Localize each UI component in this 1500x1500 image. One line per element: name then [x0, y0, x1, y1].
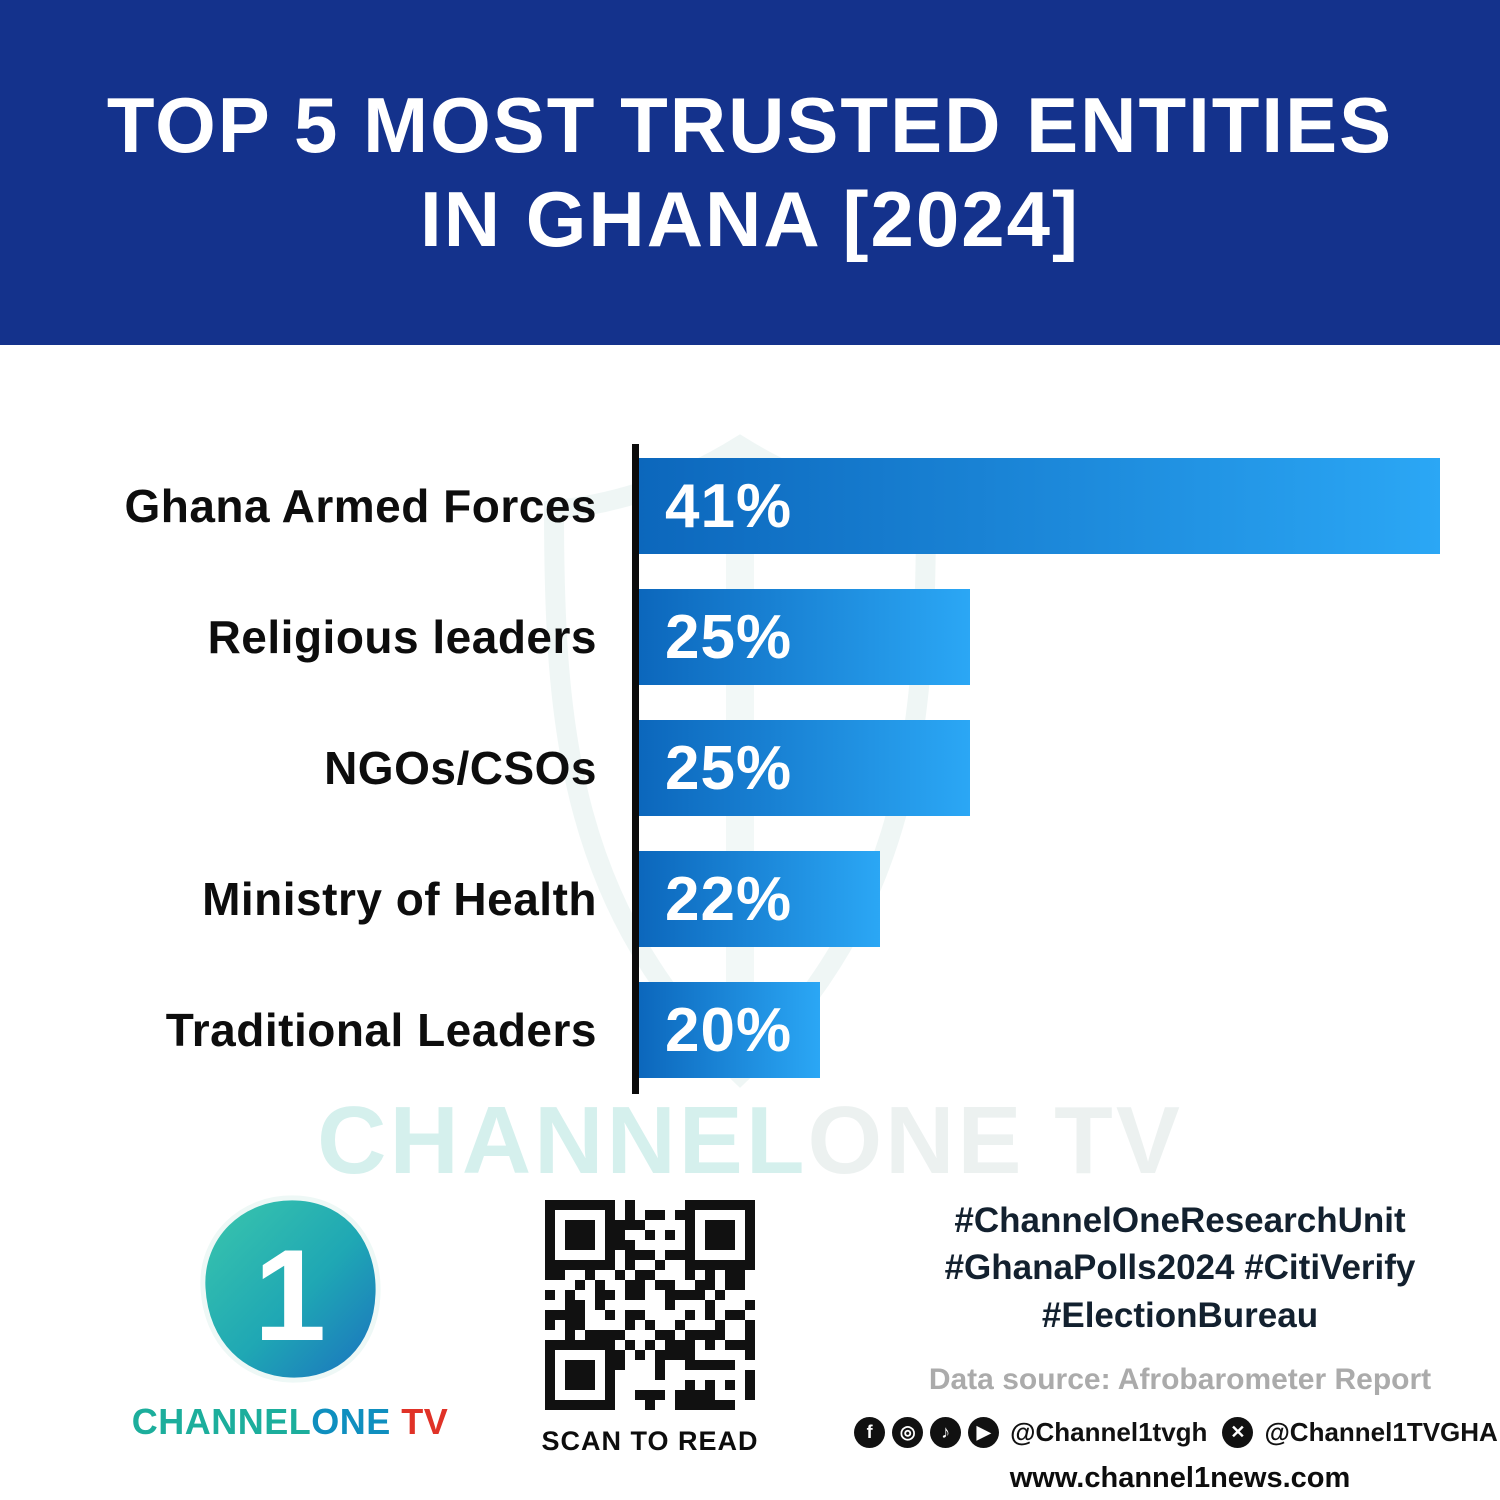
facebook-icon: f: [854, 1416, 886, 1448]
bar-area: 20%: [639, 982, 1500, 1078]
bar: 20%: [639, 982, 820, 1078]
page-title-line2: IN GHANA [2024]: [420, 174, 1080, 263]
bar-value: 20%: [665, 995, 793, 1065]
qr-block: SCAN TO READ: [533, 1200, 767, 1457]
bar-row: Ministry of Health 22%: [0, 851, 1500, 947]
header-banner: TOP 5 MOST TRUSTED ENTITIES IN GHANA [20…: [0, 0, 1500, 345]
bar: 22%: [639, 851, 881, 947]
brand-one: ONE: [311, 1401, 391, 1442]
tiktok-icon: ♪: [930, 1416, 962, 1448]
bar-value: 22%: [665, 864, 793, 934]
social-row: f ◎ ♪ ▶ @Channel1tvgh ✕ @Channel1TVGHA: [854, 1416, 1498, 1448]
watermark-teal-text: CHANNEL: [317, 1087, 808, 1194]
social-handle-x: @Channel1TVGHA: [1264, 1416, 1498, 1447]
brand-channel: CHANNEL: [131, 1401, 312, 1442]
x-icon: ✕: [1222, 1416, 1254, 1448]
bar-label: Ministry of Health: [202, 873, 597, 925]
brand-text: CHANNELONE TV: [120, 1401, 460, 1443]
social-handle-main: @Channel1tvgh: [1010, 1416, 1208, 1447]
bar-value: 41%: [665, 471, 793, 541]
watermark-gray-text: ONE TV: [807, 1087, 1183, 1194]
bar-row: Religious leaders 25%: [0, 589, 1500, 685]
bar-label: Traditional Leaders: [165, 1004, 597, 1056]
bar-area: 22%: [639, 851, 1500, 947]
bar-area: 25%: [639, 589, 1500, 685]
hashtag-line-2: #GhanaPolls2024 #CitiVerify: [944, 1248, 1416, 1288]
bar: 25%: [639, 589, 971, 685]
channel-one-logo-mark: 1: [200, 1195, 381, 1383]
data-source-note: Data source: Afrobarometer Report: [928, 1362, 1432, 1396]
bar: 25%: [639, 720, 971, 816]
bar-value: 25%: [665, 602, 793, 672]
qr-code: [545, 1200, 755, 1410]
hashtag-line-1: #ChannelOneResearchUnit: [954, 1201, 1406, 1240]
chart-rows: Ghana Armed Forces 41% Religious leaders…: [0, 458, 1500, 1078]
bar-chart: Ghana Armed Forces 41% Religious leaders…: [0, 444, 1500, 1094]
axis-line: [632, 444, 639, 1094]
hashtag-line-3: #ElectionBureau: [1041, 1295, 1319, 1335]
footer: 1 CHANNELONE TV SCAN TO READ #ChannelOne…: [0, 1185, 1500, 1500]
bar-area: 25%: [639, 720, 1500, 816]
youtube-icon: ▶: [968, 1416, 1000, 1448]
bar-label: NGOs/CSOs: [324, 742, 597, 794]
bar-row: Ghana Armed Forces 41%: [0, 458, 1500, 554]
website-url: www.channel1news.com: [1009, 1461, 1351, 1494]
brand-tv: TV: [390, 1401, 449, 1442]
footer-right-block: #ChannelOneResearchUnit #GhanaPolls2024 …: [854, 1197, 1498, 1495]
bar: 41%: [639, 458, 1440, 554]
svg-text:1: 1: [254, 1222, 326, 1368]
bar-value: 25%: [665, 733, 793, 803]
bar-label: Ghana Armed Forces: [124, 480, 597, 532]
qr-caption: SCAN TO READ: [541, 1426, 759, 1456]
bar-area: 41%: [639, 458, 1500, 554]
instagram-icon: ◎: [892, 1416, 924, 1448]
bar-label: Religious leaders: [207, 611, 597, 663]
bar-row: NGOs/CSOs 25%: [0, 720, 1500, 816]
page-title-line1: TOP 5 MOST TRUSTED ENTITIES: [106, 81, 1394, 170]
channel-one-logo: 1 CHANNELONE TV: [120, 1190, 460, 1443]
bar-row: Traditional Leaders 20%: [0, 982, 1500, 1078]
channel-one-watermark: CHANNELONE TV: [0, 1086, 1500, 1196]
